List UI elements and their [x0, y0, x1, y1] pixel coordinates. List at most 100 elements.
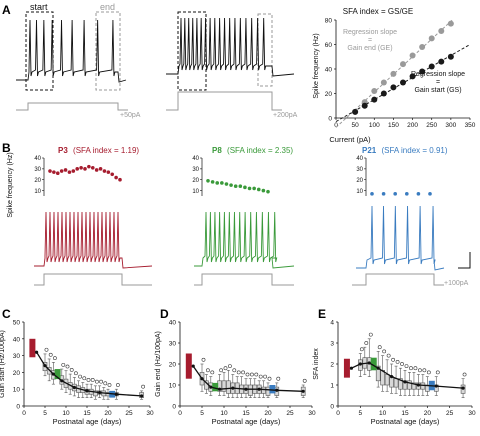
y-axis-label: SFA index: [313, 348, 320, 380]
xtick-label: 5: [200, 410, 204, 417]
chart-a-xtick-label: 250: [426, 122, 437, 129]
outlier: [205, 368, 210, 373]
xtick-label: 0: [22, 410, 26, 417]
data-point: [371, 96, 378, 103]
data-point: [447, 53, 454, 60]
xtick-label: 20: [104, 410, 112, 417]
inset-point: [416, 192, 421, 196]
chart-a-xtick-label: 50: [352, 122, 360, 129]
data-point: [438, 58, 445, 65]
panel-a-traces: start end +50pA +200pA: [16, 2, 298, 119]
gain-start-chart: 0 5 10 15 20 25 30 0 10 20 30 40 50 Postnatal age (da…: [0, 320, 154, 427]
outlier: [386, 353, 391, 358]
outlier: [267, 376, 272, 381]
inset-point: [83, 167, 87, 171]
inset-point: [55, 171, 60, 175]
p21-voltage-trace: [356, 205, 445, 271]
p3-label: P3: [58, 146, 68, 155]
inset-point: [252, 186, 256, 191]
mean-point: [376, 366, 380, 370]
xtick-label: 30: [308, 410, 316, 417]
p3-title: P3 (SFA index = 1.19): [58, 146, 139, 155]
outlier: [141, 384, 146, 389]
mean-point: [231, 386, 235, 390]
age-highlight-box: [54, 369, 61, 380]
current-step-200pA: [166, 91, 282, 111]
annot-black-line-2: =: [436, 79, 440, 86]
box: [420, 382, 426, 390]
outlier: [74, 371, 78, 376]
outlier: [99, 379, 104, 384]
data-point: [371, 88, 378, 95]
xtick-label: 30: [146, 410, 154, 417]
p21-current-step: [352, 273, 444, 286]
mean-point: [416, 383, 420, 387]
xtick-label: 0: [336, 410, 340, 417]
box: [248, 384, 253, 396]
outlier: [254, 372, 259, 377]
outlier: [236, 370, 241, 375]
x-axis-label: Postnatal age (days): [371, 417, 440, 426]
chart-a-xtick-label: 200: [407, 122, 418, 129]
x-axis-label: Postnatal age (days): [212, 417, 281, 426]
x-axis-label: Postnatal age (days): [53, 417, 122, 426]
data-point: [419, 43, 426, 50]
data-point: [400, 61, 406, 68]
box: [398, 378, 403, 390]
inset-ytick-label: 20: [356, 178, 363, 184]
chart-a-ylabel: Spike frequency (Hz): [313, 33, 320, 98]
age-highlight-box: [343, 358, 350, 378]
panel-letter-a: A: [2, 3, 11, 17]
outlier: [223, 366, 228, 371]
xtick-label: 20: [424, 410, 432, 417]
p8-sfa: (SFA index = 2.35): [227, 146, 293, 155]
ytick-label: 3: [330, 341, 334, 348]
inset-point: [114, 175, 118, 180]
panel-letter-e: E: [318, 307, 326, 321]
inset-ytick-label: 10: [356, 189, 363, 195]
ytick-label: 40: [169, 320, 177, 327]
inset-point: [220, 181, 224, 185]
mean-point: [114, 392, 118, 396]
data-point: [428, 63, 435, 70]
data-point: [438, 28, 445, 35]
inset-point: [266, 189, 270, 194]
data-point: [380, 90, 387, 97]
outlier: [417, 368, 422, 373]
inset-point: [118, 177, 122, 182]
mean-point: [218, 387, 222, 391]
ytick-label: 10: [169, 383, 177, 390]
outlier: [61, 362, 66, 367]
chart-a-ytick-label: 40: [325, 67, 333, 74]
outlier: [107, 383, 112, 387]
outlier: [241, 370, 246, 375]
outlier: [364, 341, 369, 345]
inset-point: [79, 165, 83, 170]
xtick-label: 0: [178, 410, 182, 417]
outlier: [302, 378, 307, 383]
end-window-box: [95, 11, 121, 91]
voltage-trace-50pA: [16, 19, 127, 83]
inset-ytick-label: 10: [34, 189, 41, 195]
mean-point: [275, 388, 279, 392]
ytick-label: 4: [330, 320, 334, 327]
xtick-label: 10: [379, 410, 387, 417]
outlier: [201, 357, 206, 362]
annot-black-line-1: Regression slope: [411, 71, 465, 78]
box: [411, 382, 417, 390]
inset-ytick-label: 30: [356, 167, 363, 173]
end-window-box-2: [257, 13, 273, 87]
scale-bar: [458, 252, 471, 269]
ytick-label: 0: [172, 404, 176, 411]
outlier: [78, 374, 83, 379]
step-label-50pA: +50pA: [120, 112, 141, 119]
mean-point: [301, 389, 305, 393]
outlier: [86, 378, 91, 382]
inset-ytick-label: 40: [34, 156, 41, 162]
mean-point: [244, 387, 248, 391]
inset-point: [75, 167, 80, 171]
data-point: [380, 79, 387, 86]
chart-a-ytick-label: 80: [325, 18, 333, 25]
data-point: [409, 52, 416, 59]
